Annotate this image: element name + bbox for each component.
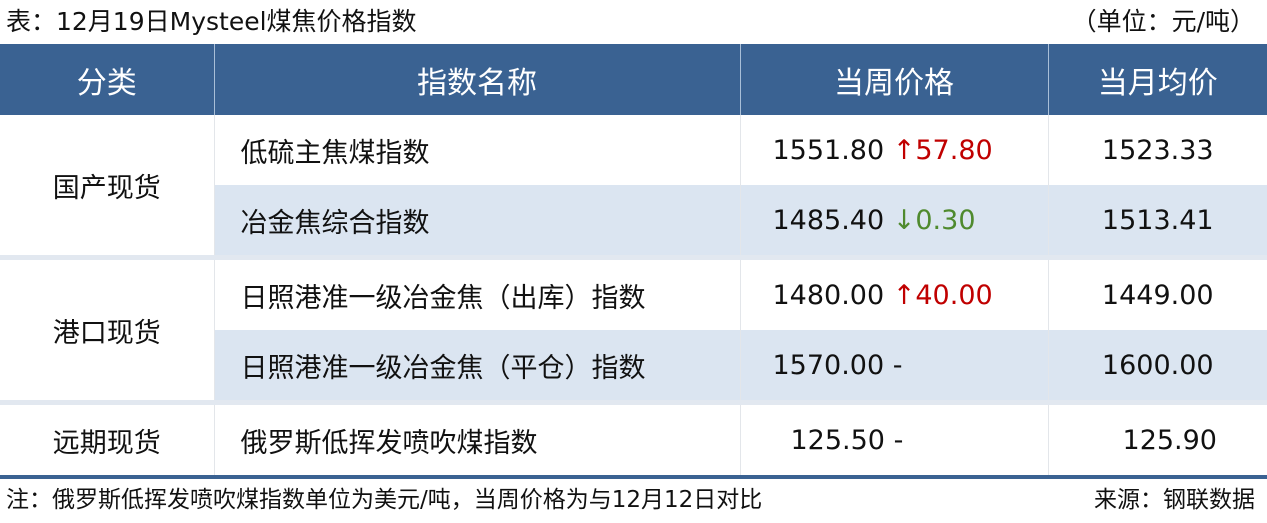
price-index-table: 分类 指数名称 当周价格 当月均价 国产现货 低硫主焦煤指数 1551.80 ↑… xyxy=(0,44,1267,475)
price-value: 1485.40 xyxy=(772,204,885,236)
monthly-avg: 125.90 xyxy=(1122,424,1217,456)
group-divider xyxy=(0,400,1267,405)
header-row: 分类 指数名称 当周价格 当月均价 xyxy=(0,44,1267,115)
weekly-price: 125.50 - xyxy=(740,405,1049,475)
unit-label: （单位：元/吨） xyxy=(1071,7,1255,36)
price-change: 57.80 xyxy=(915,134,993,166)
weekly-price: 1480.00 ↑40.00 xyxy=(740,260,1049,330)
arrow-up-icon: ↑ xyxy=(892,279,916,311)
divider xyxy=(0,400,1267,405)
category-cell: 远期现货 xyxy=(0,405,215,475)
table-row: 国产现货 低硫主焦煤指数 1551.80 ↑57.80 1523.33 xyxy=(0,115,1267,255)
arrow-down-icon: ↓ xyxy=(892,204,916,236)
weekly-price: 1485.40 ↓0.30 xyxy=(740,185,1049,255)
price-change: 0.30 xyxy=(915,204,976,236)
price-value: 125.50 xyxy=(790,424,885,456)
table-row: 港口现货 日照港准一级冶金焦（出库）指数 1480.00 ↑40.00 1449… xyxy=(0,260,1267,400)
index-name: 日照港准一级冶金焦（出库）指数 xyxy=(214,260,741,330)
weekly-price: 1551.80 ↑57.80 xyxy=(740,115,1049,185)
index-name: 日照港准一级冶金焦（平仓）指数 xyxy=(214,330,741,400)
index-name: 俄罗斯低挥发喷吹煤指数 xyxy=(214,405,741,475)
footer-rule xyxy=(0,475,1267,479)
index-name: 冶金焦综合指数 xyxy=(214,185,741,255)
price-value: 1480.00 xyxy=(772,279,885,311)
monthly-avg: 1523.33 xyxy=(1101,134,1214,166)
footnote: 注：俄罗斯低挥发喷吹煤指数单位为美元/吨，当周价格为与12月12日对比 xyxy=(6,487,763,513)
table-title: 表：12月19日Mysteel煤焦价格指数 xyxy=(6,7,417,36)
header-category: 分类 xyxy=(0,44,215,115)
table-row: 远期现货 俄罗斯低挥发喷吹煤指数 125.50 - 125.90 xyxy=(0,405,1267,475)
table-row: 日照港准一级冶金焦（平仓）指数 1570.00 - 1600.00 xyxy=(0,330,1267,400)
price-change: - xyxy=(892,349,903,381)
price-value: 1551.80 xyxy=(772,134,885,166)
weekly-price: 1570.00 - xyxy=(740,330,1049,400)
price-change: 40.00 xyxy=(915,279,993,311)
index-name: 低硫主焦煤指数 xyxy=(214,115,741,185)
divider xyxy=(0,255,1267,260)
monthly-avg: 1600.00 xyxy=(1048,330,1267,400)
price-change: - xyxy=(893,424,904,456)
source-label: 来源：钢联数据 xyxy=(1094,487,1255,513)
arrow-up-icon: ↑ xyxy=(892,134,916,166)
monthly-avg: 1513.41 xyxy=(1048,185,1267,255)
category-cell: 国产现货 xyxy=(0,115,215,255)
monthly-avg: 1449.00 xyxy=(1101,279,1214,311)
table-row: 冶金焦综合指数 1485.40 ↓0.30 1513.41 xyxy=(0,185,1267,255)
price-value: 1570.00 xyxy=(772,349,885,381)
header-monthly-avg: 当月均价 xyxy=(1048,44,1267,115)
header-index-name: 指数名称 xyxy=(214,44,741,115)
group-divider xyxy=(0,255,1267,260)
header-weekly-price: 当周价格 xyxy=(740,44,1049,115)
category-cell: 港口现货 xyxy=(0,260,215,400)
